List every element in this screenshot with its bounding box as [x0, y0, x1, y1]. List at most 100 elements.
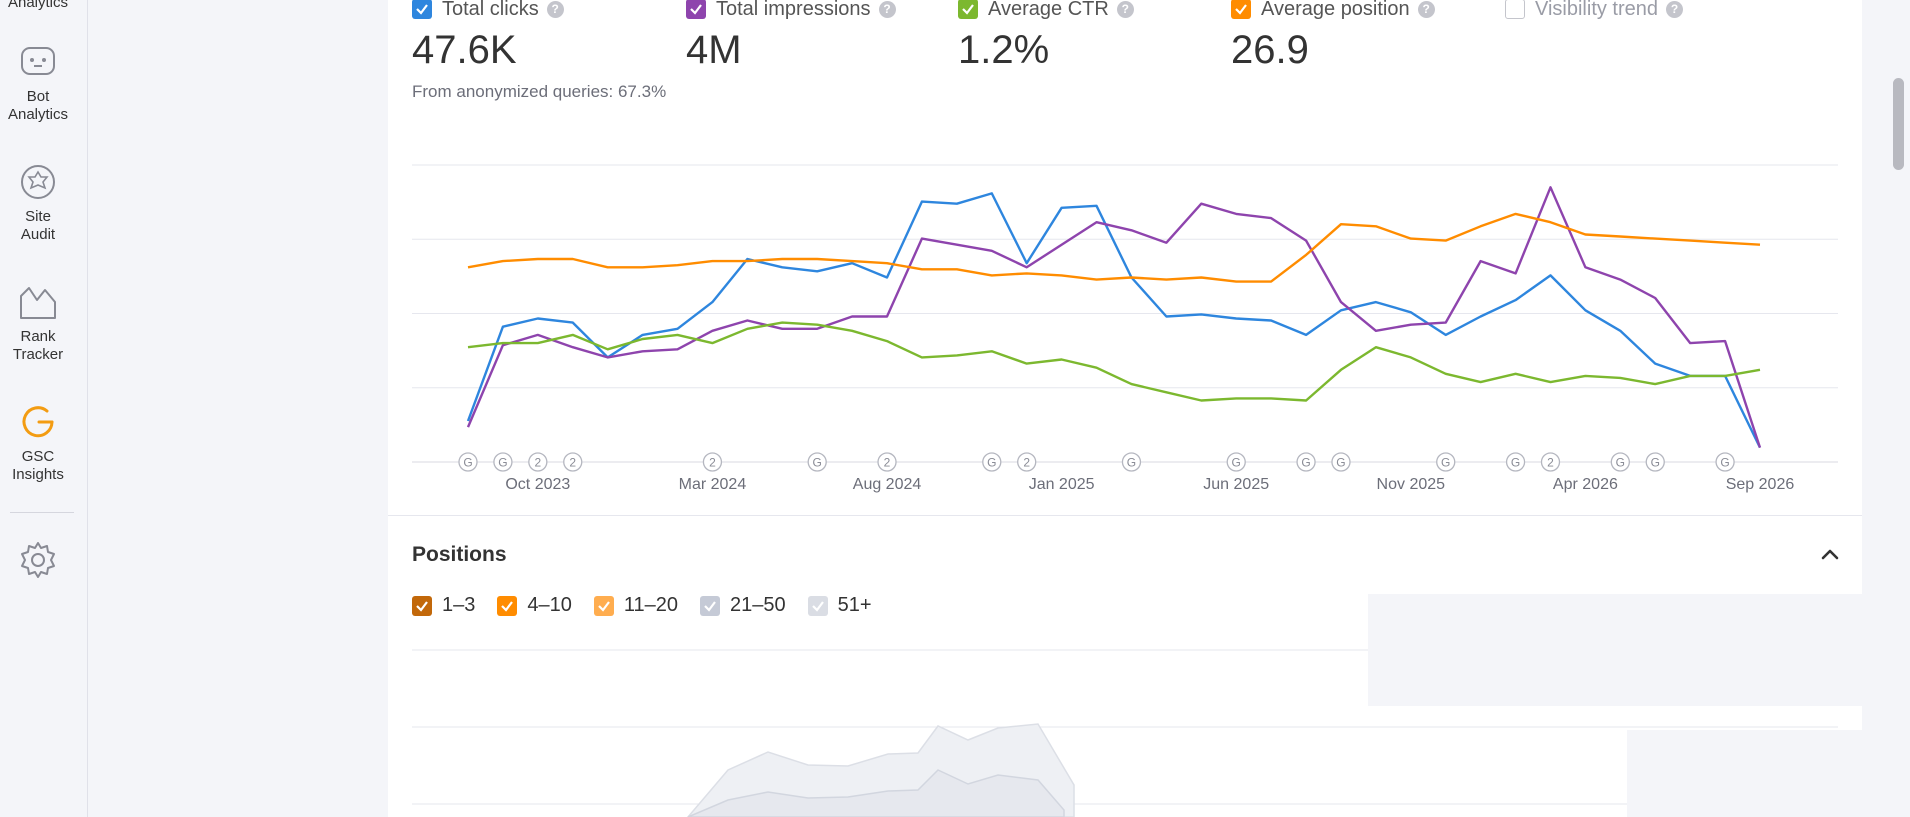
performance-line-chart: G G 2 2 2 G 2 G 2 G G G G G G 2 G G G Oct 2023 Mar 2024 Aug … — [412, 164, 1838, 493]
series-line-total-impressions[interactable] — [466, 186, 1762, 448]
legend-label: 4–10 — [527, 594, 572, 616]
metric-average-ctr: Average CTR ? 1.2% — [958, 0, 1134, 73]
sidebar-item-label: Analytics — [7, 0, 69, 11]
svg-text:G: G — [1511, 456, 1520, 470]
help-icon[interactable]: ? — [1666, 0, 1684, 18]
checkbox-21-50[interactable] — [700, 595, 721, 616]
annotation-marker[interactable]: 2 — [528, 452, 548, 472]
legend-item-1-3[interactable]: 1–3 — [412, 594, 475, 617]
metric-label: Average CTR — [988, 0, 1109, 20]
chevron-up-icon[interactable] — [1816, 540, 1844, 568]
x-tick-label: Jan 2025 — [1029, 476, 1095, 493]
svg-text:2: 2 — [1547, 456, 1554, 470]
google-update-marker[interactable]: G — [458, 452, 478, 472]
loading-placeholder — [1627, 730, 1910, 817]
svg-text:G: G — [987, 456, 996, 470]
checkbox-total-impressions[interactable] — [686, 0, 706, 19]
google-update-marker[interactable]: G — [982, 452, 1002, 472]
annotation-marker[interactable]: 2 — [1017, 452, 1037, 472]
google-update-marker[interactable]: G — [807, 452, 827, 472]
checkbox-average-ctr[interactable] — [958, 0, 978, 19]
checkbox-4-10[interactable] — [497, 595, 518, 616]
series-line-average-ctr[interactable] — [467, 321, 1761, 402]
loading-placeholder — [1368, 594, 1882, 706]
sidebar-item-label: Site — [25, 208, 51, 225]
svg-text:G: G — [1301, 456, 1310, 470]
metric-label: Total clicks — [442, 0, 539, 20]
svg-text:2: 2 — [534, 456, 541, 470]
sidebar-item-bot-analytics[interactable]: Bot Analytics — [0, 42, 76, 124]
anonymized-queries-note: From anonymized queries: 67.3% — [412, 82, 667, 101]
metric-value: 1.2% — [958, 28, 1050, 72]
positions-title: Positions — [412, 543, 507, 566]
legend-item-4-10[interactable]: 4–10 — [497, 594, 572, 617]
svg-text:G: G — [1336, 456, 1345, 470]
svg-text:2: 2 — [709, 456, 716, 470]
checkbox-11-20[interactable] — [593, 595, 614, 616]
annotation-marker[interactable]: 2 — [563, 452, 583, 472]
google-update-marker[interactable]: G — [1645, 452, 1665, 472]
svg-text:2: 2 — [569, 456, 576, 470]
checkbox-51-plus[interactable] — [807, 595, 828, 616]
gear-icon[interactable] — [18, 540, 58, 580]
x-tick-label: Nov 2025 — [1377, 476, 1446, 493]
svg-text:G: G — [1232, 456, 1241, 470]
sidebar-item-analytics[interactable]: Analytics — [0, 0, 76, 12]
metric-visibility-trend: Visibility trend ? — [1505, 0, 1684, 20]
google-update-marker[interactable]: G — [1121, 452, 1142, 472]
svg-text:G: G — [1616, 456, 1625, 470]
positions-legend: 1–3 4–10 11–20 21–50 51+ — [412, 594, 894, 617]
metric-total-clicks: Total clicks ? 47.6K — [412, 0, 564, 73]
svg-text:2: 2 — [884, 456, 891, 470]
metric-total-impressions: Total impressions ? 4M — [686, 0, 896, 73]
checkbox-visibility-trend[interactable] — [1505, 0, 1525, 19]
svg-text:G: G — [813, 456, 822, 470]
legend-item-21-50[interactable]: 21–50 — [700, 594, 786, 617]
svg-text:G: G — [498, 456, 507, 470]
series-line-average-position[interactable] — [467, 212, 1761, 283]
sidebar-item-gsc-insights[interactable]: GSC Insights — [0, 402, 76, 484]
help-icon[interactable]: ? — [878, 0, 896, 18]
google-update-marker[interactable]: G — [1505, 452, 1526, 472]
legend-item-11-20[interactable]: 11–20 — [593, 594, 678, 617]
metric-average-position: Average position ? 26.9 — [1231, 0, 1435, 73]
checkbox-average-position[interactable] — [1231, 0, 1251, 19]
annotation-marker[interactable]: 2 — [1540, 452, 1561, 472]
svg-text:G: G — [1651, 456, 1660, 470]
sidebar-item-rank-tracker[interactable]: Rank Tracker — [0, 282, 76, 364]
svg-text:G: G — [1720, 456, 1729, 470]
metric-value: 4M — [686, 28, 742, 72]
annotation-marker[interactable]: 2 — [877, 452, 897, 472]
x-tick-label: Aug 2024 — [853, 476, 922, 493]
sidebar-item-label: Insights — [12, 466, 64, 483]
scrollbar[interactable] — [1888, 0, 1910, 730]
sidebar-item-label: Analytics — [7, 106, 69, 123]
bot-icon — [21, 47, 55, 75]
sidebar-item-site-audit[interactable]: Site Audit — [0, 162, 76, 244]
google-update-marker[interactable]: G — [493, 452, 513, 472]
annotation-marker[interactable]: 2 — [702, 452, 723, 472]
google-update-marker[interactable]: G — [1226, 452, 1246, 472]
help-icon[interactable]: ? — [1116, 0, 1134, 18]
metric-label: Total impressions — [716, 0, 871, 20]
help-icon[interactable]: ? — [1417, 0, 1435, 18]
scrollbar-thumb[interactable] — [1893, 78, 1904, 170]
checkbox-1-3[interactable] — [412, 595, 432, 616]
help-icon[interactable]: ? — [546, 0, 564, 18]
sidebar-item-label: GSC — [21, 448, 55, 465]
google-update-marker[interactable]: G — [1296, 452, 1316, 472]
x-tick-label: Oct 2023 — [505, 476, 570, 493]
sidebar-divider — [10, 512, 74, 513]
legend-item-51-plus[interactable]: 51+ — [807, 594, 872, 617]
checkbox-total-clicks[interactable] — [412, 0, 432, 19]
google-update-marker[interactable]: G — [1436, 452, 1456, 472]
google-update-marker[interactable]: G — [1715, 452, 1735, 472]
section-divider — [388, 515, 1862, 516]
svg-text:2: 2 — [1023, 456, 1030, 470]
series-line-total-clicks[interactable] — [466, 192, 1762, 449]
google-update-marker[interactable]: G — [1610, 452, 1630, 472]
google-update-marker[interactable]: G — [1331, 452, 1351, 472]
x-tick-label: Mar 2024 — [679, 476, 747, 493]
sidebar-item-label: Audit — [20, 226, 56, 243]
legend-label: 1–3 — [442, 594, 476, 616]
